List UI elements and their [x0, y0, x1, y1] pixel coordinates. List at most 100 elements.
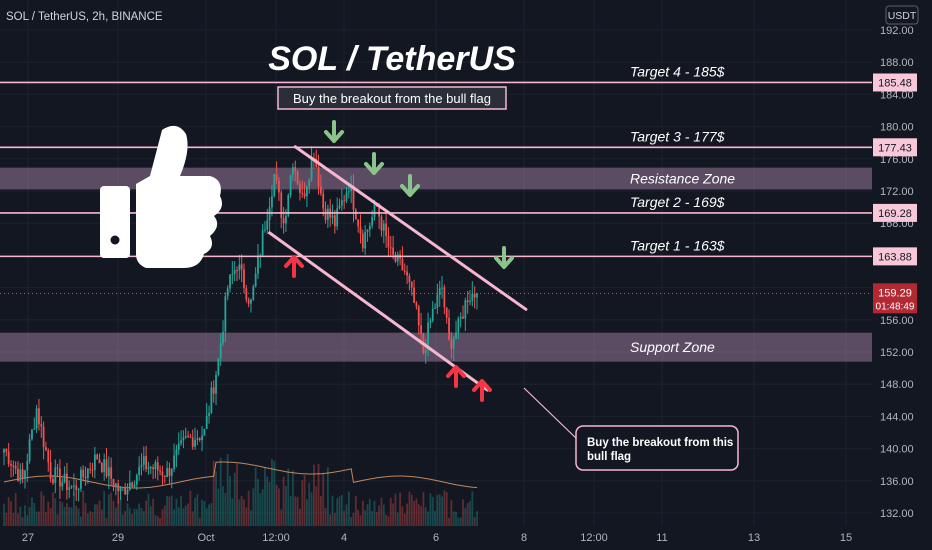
- candle-body: [457, 318, 460, 333]
- candle-body: [187, 435, 189, 437]
- candle-body: [301, 192, 304, 194]
- candle-body: [124, 487, 127, 495]
- volume-bar: [427, 511, 429, 526]
- volume-bar: [187, 503, 189, 526]
- volume-bar: [140, 507, 143, 526]
- candle-body: [98, 459, 101, 464]
- volume-bar: [19, 506, 22, 526]
- candle-body: [177, 443, 180, 450]
- volume-bar: [68, 507, 71, 526]
- candle-body: [322, 193, 325, 209]
- candle-body: [438, 288, 441, 295]
- candle-body: [103, 459, 106, 473]
- volume-bar: [128, 508, 131, 526]
- candle-body: [219, 343, 222, 359]
- volume-bar: [131, 513, 134, 526]
- candle-body: [26, 460, 29, 471]
- time-tick-label: 12:00: [580, 532, 608, 544]
- candle-body: [368, 225, 371, 230]
- volume-bar: [61, 502, 64, 526]
- volume-bar: [147, 493, 150, 526]
- candle-body: [287, 195, 290, 216]
- candle-body: [340, 200, 343, 206]
- price-badge: [873, 247, 917, 266]
- candle-body: [466, 300, 469, 303]
- volume-bar: [380, 497, 383, 526]
- candle-body: [299, 184, 301, 193]
- volume-bar: [441, 496, 443, 526]
- volume-bar: [91, 511, 94, 526]
- candle-body: [282, 217, 285, 224]
- candle-body: [45, 447, 47, 451]
- price-tick-label: 192.00: [880, 25, 914, 37]
- candle-body: [77, 488, 80, 490]
- volume-bar: [473, 517, 476, 526]
- volume-bar: [117, 501, 120, 526]
- candle-body: [135, 474, 138, 485]
- volume-bar: [196, 494, 199, 526]
- candle-body: [63, 473, 66, 482]
- volume-bar: [217, 488, 220, 526]
- volume-bar: [350, 517, 353, 526]
- arrow-head: [472, 379, 492, 392]
- volume-bar: [387, 516, 390, 526]
- candle-body: [243, 269, 245, 289]
- price-zone: [0, 332, 872, 362]
- volume-bar: [469, 501, 471, 526]
- price-tick-label: 184.00: [880, 89, 914, 101]
- target-label: Target 4 - 185$: [630, 63, 725, 79]
- currency-badge: USDT: [885, 5, 919, 25]
- volume-bar: [382, 504, 385, 526]
- time-tick-label: 27: [22, 532, 34, 544]
- candle-body: [361, 233, 364, 249]
- candle-body: [352, 184, 355, 210]
- volume-bar: [322, 473, 325, 526]
- candle-body: [229, 274, 231, 289]
- volume-bar: [156, 516, 159, 526]
- volume-bar: [54, 498, 57, 526]
- candle-body: [264, 229, 266, 231]
- price-tick-label: 180.00: [880, 122, 914, 134]
- candle-body: [417, 306, 420, 326]
- volume-bar: [364, 510, 367, 526]
- volume-bar: [264, 467, 266, 526]
- candle-body: [245, 288, 248, 300]
- candle-body: [184, 435, 187, 438]
- target-label: Target 1 - 163$: [630, 237, 725, 253]
- time-axis: 27 29 Oct 12:00 4 6 8 12:00 11 13 15: [0, 526, 932, 550]
- volume-bar: [373, 500, 376, 526]
- candle-body: [289, 175, 292, 196]
- volume-bar: [324, 508, 327, 526]
- candle-body: [448, 317, 450, 340]
- volume-bar: [247, 490, 250, 526]
- candle-body: [462, 316, 464, 319]
- volume-bar: [89, 511, 92, 526]
- price-axis: 192.00188.00184.00180.00176.00172.00168.…: [872, 0, 932, 526]
- volume-bar: [175, 498, 178, 526]
- volume-bar: [301, 480, 304, 526]
- volume-bar: [424, 507, 427, 526]
- zone-label: Support Zone: [630, 339, 715, 355]
- candle-body: [96, 454, 99, 460]
- candle-body: [38, 408, 40, 425]
- volume-bar: [282, 476, 285, 526]
- candle-body: [147, 467, 150, 469]
- candle-body: [42, 426, 45, 448]
- candle-body: [240, 264, 243, 270]
- candle-body: [168, 468, 171, 476]
- volume-bar: [452, 511, 455, 526]
- volume-bar: [466, 502, 469, 526]
- bottom-callout-line-2: bull flag: [587, 451, 631, 463]
- price-badge-value: 185.48: [878, 77, 912, 89]
- candle-body: [222, 331, 224, 344]
- candles-layer: [3, 146, 478, 504]
- candle-body: [336, 208, 339, 227]
- candle-body: [110, 467, 113, 479]
- volume-bar: [401, 506, 404, 526]
- candle-body: [93, 454, 96, 470]
- candle-body: [196, 438, 199, 440]
- volume-bar: [59, 500, 61, 526]
- candle-body: [173, 455, 175, 470]
- price-tick-label: 140.00: [880, 444, 914, 456]
